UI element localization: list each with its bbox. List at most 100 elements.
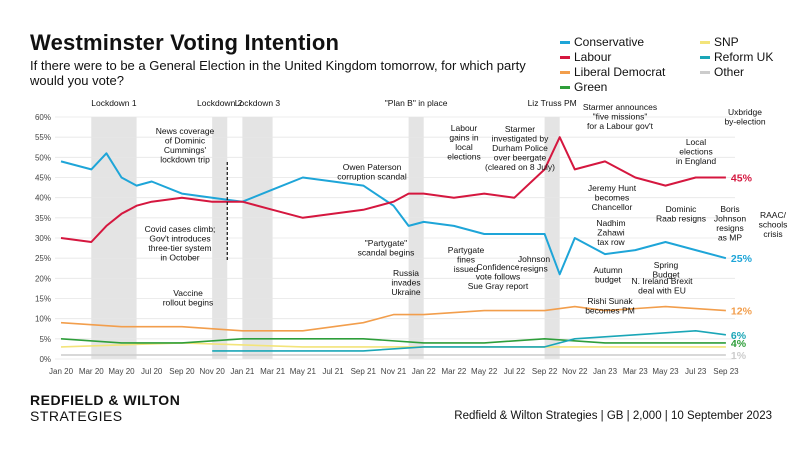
y-tick-label: 20% (35, 274, 51, 283)
x-tick-label: Mar 21 (260, 367, 285, 376)
x-tick-label: Sep 21 (351, 367, 377, 376)
x-tick-label: Jul 21 (322, 367, 344, 376)
shaded-period-label: Liz Truss PM (528, 98, 577, 108)
legend-swatch (700, 41, 710, 45)
chart-title: Westminster Voting Intention (30, 30, 340, 55)
x-tick-label: Jan 20 (49, 367, 74, 376)
annotations: News coverage of Dominic Cummings' lockdown… (145, 102, 788, 316)
legend-item-conservative: Conservative (560, 35, 644, 49)
x-tick-label: Jul 23 (685, 367, 707, 376)
series-line-reform-uk (212, 329, 727, 352)
y-tick-label: 0% (39, 355, 51, 364)
event-annotation: "Partygate" scandal begins (358, 238, 415, 258)
end-label: 1% (731, 350, 747, 362)
chart-subtitle: If there were to be a General Election i… (30, 58, 526, 88)
y-tick-label: 35% (35, 214, 51, 223)
end-label: 25% (731, 253, 753, 265)
y-tick-label: 45% (35, 174, 51, 183)
event-annotation: Russia invades Ukraine (391, 268, 421, 297)
legend-item-snp: SNP (700, 35, 739, 49)
event-annotation: Boris Johnson resigns as MP (714, 204, 746, 243)
legend-swatch (560, 41, 570, 45)
legend-item-green: Green (560, 80, 607, 94)
end-label: 45% (731, 173, 753, 185)
y-tick-label: 55% (35, 133, 51, 142)
y-tick-label: 15% (35, 295, 51, 304)
event-annotation: Jeremy Hunt becomes Chancellor (588, 183, 637, 212)
x-tick-label: Jan 22 (412, 367, 437, 376)
gridlines (55, 116, 735, 360)
x-tick-label: Sep 22 (532, 367, 558, 376)
x-tick-label: Mar 20 (79, 367, 104, 376)
legend-item-other: Other (700, 65, 744, 79)
legend-item-liberal-democrat: Liberal Democrat (560, 65, 665, 79)
event-annotation: Partygate fines issued (448, 245, 485, 274)
event-annotation: RAAC/schools crisis (759, 210, 788, 239)
legend-swatch (560, 56, 570, 60)
brand-logo: REDFIELD & WILTON STRATEGIES (30, 392, 180, 424)
event-annotation: Starmer investigated by Durham Police over … (485, 124, 555, 172)
y-tick-label: 60% (35, 113, 51, 122)
y-tick-label: 25% (35, 254, 51, 263)
series-line-conservative (60, 152, 727, 276)
shaded-period-label: Lockdown 2 (197, 98, 243, 108)
series-line-green (60, 337, 726, 344)
legend-swatch (560, 71, 570, 75)
brand-name: REDFIELD & WILTON (30, 392, 181, 408)
event-annotation: Nadhim Zahawi tax row (596, 218, 625, 247)
event-annotation: Vaccine rollout begins (163, 288, 214, 308)
event-annotation: Starmer announces "five missions" for a La… (583, 102, 657, 131)
end-label: 12% (731, 306, 753, 318)
end-label: 6% (731, 330, 747, 342)
event-annotation: Rishi Sunak becomes PM (585, 296, 635, 316)
shaded-period-label: "Plan B" in place (385, 98, 448, 108)
event-annotation: N. Ireland Brexit deal with EU (632, 276, 694, 296)
end-labels: 1%4%6% 12% 25% 45% (731, 173, 753, 362)
x-tick-label: Jul 22 (504, 367, 526, 376)
x-tick-label: May 20 (108, 367, 135, 376)
source-note: Redfield & Wilton Strategies | GB | 2,00… (454, 410, 772, 422)
series-lines (60, 136, 727, 356)
x-tick-label: Sep 20 (169, 367, 195, 376)
event-annotation: Autumn budget (593, 265, 623, 285)
x-tick-label: May 22 (471, 367, 498, 376)
legend-item-labour: Labour (560, 50, 611, 64)
legend-swatch (700, 56, 710, 60)
brand-subname: STRATEGIES (30, 408, 123, 424)
series-line-liberal-democrat (60, 305, 726, 332)
x-tick-label: Jan 21 (230, 367, 255, 376)
x-tick-label: May 23 (652, 367, 679, 376)
event-annotation: News coverage of Dominic Cummings' lockdown… (156, 126, 215, 165)
x-axis-ticks: Jan 20 Mar 20 May 20 Jul 20 Sep 20 Nov 20 Jan … (49, 367, 739, 376)
y-axis-ticks: 0% 5% 10% 15% 20% 25% 30% 35% 40% 45% 50% 55% 60% (35, 113, 51, 364)
x-tick-label: Nov 22 (562, 367, 588, 376)
x-tick-label: Nov 21 (381, 367, 407, 376)
x-tick-label: Mar 23 (623, 367, 648, 376)
y-tick-label: 5% (39, 335, 51, 344)
y-tick-label: 50% (35, 153, 51, 162)
event-annotation: Spring Budget (653, 260, 681, 280)
x-tick-label: May 21 (290, 367, 317, 376)
y-tick-label: 30% (35, 234, 51, 243)
x-tick-label: Sep 23 (713, 367, 739, 376)
event-annotation: Johnson resigns (518, 254, 550, 274)
event-annotation: Dominic Raab resigns (656, 204, 706, 224)
y-tick-label: 40% (35, 194, 51, 203)
x-tick-label: Mar 22 (441, 367, 466, 376)
x-tick-label: Nov 20 (199, 367, 225, 376)
legend-item-reform-uk: Reform UK (700, 50, 773, 64)
event-annotation: Covid cases climb; Gov't introduces three-… (145, 224, 216, 263)
y-tick-label: 10% (35, 315, 51, 324)
event-annotation: Owen Paterson corruption scandal (337, 162, 407, 182)
event-annotation: Confidence vote follows Sue Gray report (468, 262, 529, 291)
shaded-period-label: Lockdown 3 (235, 98, 281, 108)
event-annotation: Labour gains in local elections (447, 123, 481, 162)
shaded-period-label: Lockdown 1 (91, 98, 137, 108)
event-annotation: Uxbridge by-election (724, 107, 765, 127)
event-annotation: Local elections in England (676, 137, 716, 166)
x-tick-label: Jul 20 (141, 367, 163, 376)
legend-swatch (560, 86, 570, 90)
legend-swatch (700, 71, 710, 75)
end-label: 4% (731, 338, 747, 350)
